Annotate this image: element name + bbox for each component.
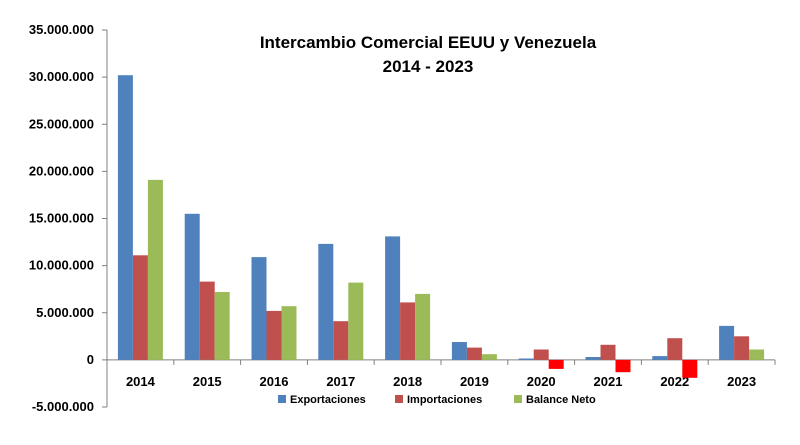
legend-label: Importaciones <box>407 394 482 406</box>
y-tick-label: 5.000.000 <box>36 305 94 320</box>
bar-balance-neto-2015 <box>214 292 230 360</box>
bar-importaciones-2021 <box>600 344 616 360</box>
bar-balance-neto-2022 <box>682 359 698 378</box>
x-tick-label: 2023 <box>727 374 756 389</box>
y-tick-label: 10.000.000 <box>29 258 94 273</box>
bar-importaciones-2016 <box>266 310 282 360</box>
bar-importaciones-2014 <box>132 255 148 360</box>
x-tick-label: 2020 <box>527 374 556 389</box>
bar-exportaciones-2014 <box>117 75 133 360</box>
bar-balance-neto-2023 <box>749 349 765 360</box>
x-tick-label: 2019 <box>460 374 489 389</box>
x-tick-label: 2021 <box>594 374 623 389</box>
bar-importaciones-2019 <box>466 347 482 360</box>
y-tick-label: 0 <box>87 352 94 367</box>
bar-balance-neto-2019 <box>481 354 497 360</box>
x-tick-label: 2018 <box>393 374 422 389</box>
bar-balance-neto-2021 <box>615 359 631 373</box>
bar-importaciones-2018 <box>400 302 416 360</box>
x-tick-label: 2017 <box>326 374 355 389</box>
x-tick-label: 2015 <box>193 374 222 389</box>
bar-balance-neto-2017 <box>348 282 364 360</box>
bar-exportaciones-2023 <box>719 325 735 360</box>
x-tick-label: 2014 <box>126 374 156 389</box>
bar-importaciones-2022 <box>667 338 683 360</box>
x-tick-label: 2016 <box>260 374 289 389</box>
bar-balance-neto-2014 <box>147 179 163 360</box>
bar-exportaciones-2017 <box>318 243 334 360</box>
bar-exportaciones-2022 <box>652 356 668 360</box>
bar-importaciones-2020 <box>533 349 549 360</box>
legend: Exportaciones Importaciones Balance Neto <box>278 394 596 406</box>
bar-exportaciones-2016 <box>251 257 267 360</box>
bar-importaciones-2015 <box>199 281 215 360</box>
legend-swatch-balance-neto <box>514 395 522 403</box>
bars-group <box>117 75 765 378</box>
legend-swatch-importaciones <box>395 395 403 403</box>
bar-balance-neto-2020 <box>548 359 564 369</box>
chart-subtitle: 2014 - 2023 <box>383 57 474 76</box>
y-tick-label: 20.000.000 <box>29 163 94 178</box>
bar-balance-neto-2016 <box>281 306 297 360</box>
legend-label: Exportaciones <box>290 394 366 406</box>
y-tick-label: 30.000.000 <box>29 69 94 84</box>
x-tick-label: 2022 <box>660 374 689 389</box>
bar-exportaciones-2018 <box>385 236 401 360</box>
bar-exportaciones-2020 <box>518 358 534 360</box>
legend-label: Balance Neto <box>526 394 596 406</box>
bar-exportaciones-2021 <box>585 357 601 360</box>
y-tick-label: 25.000.000 <box>29 116 94 131</box>
chart-title: Intercambio Comercial EEUU y Venezuela <box>260 33 597 52</box>
legend-swatch-exportaciones <box>278 395 286 403</box>
bar-exportaciones-2019 <box>451 342 467 360</box>
y-tick-label: 15.000.000 <box>29 211 94 226</box>
bar-importaciones-2023 <box>734 336 750 360</box>
bar-balance-neto-2018 <box>415 293 431 360</box>
bar-exportaciones-2015 <box>184 213 200 360</box>
y-tick-label: -5.000.000 <box>32 399 94 414</box>
bar-importaciones-2017 <box>333 321 349 360</box>
y-tick-label: 35.000.000 <box>29 22 94 37</box>
